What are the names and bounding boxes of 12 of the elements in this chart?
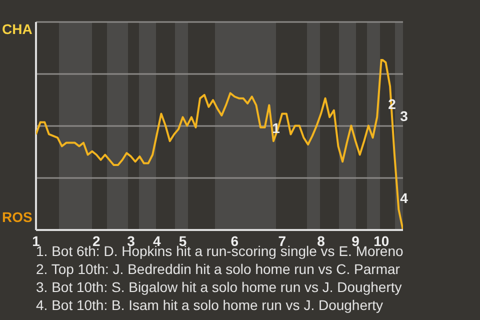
x-tick-label: 10 bbox=[374, 232, 390, 249]
text: ROS bbox=[2, 209, 32, 225]
text: 3. Bot 10th: S. Bigalow hit a solo home run vs J. Dougherty bbox=[36, 278, 403, 296]
annotation: 4 bbox=[400, 190, 408, 206]
text: CHA bbox=[2, 21, 32, 37]
x-tick-label: 8 bbox=[317, 232, 326, 249]
x-tick-label: 2 bbox=[92, 232, 101, 249]
x-tick-label: 6 bbox=[230, 232, 239, 249]
x-tick-label: 7 bbox=[278, 232, 286, 249]
text: 4. Bot 10th: B. Isam hit a solo home run vs J. Dougherty bbox=[36, 296, 384, 314]
text: 2. Top 10th: J. Bedreddin hit a solo home run vs C. Parmar bbox=[36, 260, 401, 278]
annotation: 3 bbox=[400, 108, 408, 124]
